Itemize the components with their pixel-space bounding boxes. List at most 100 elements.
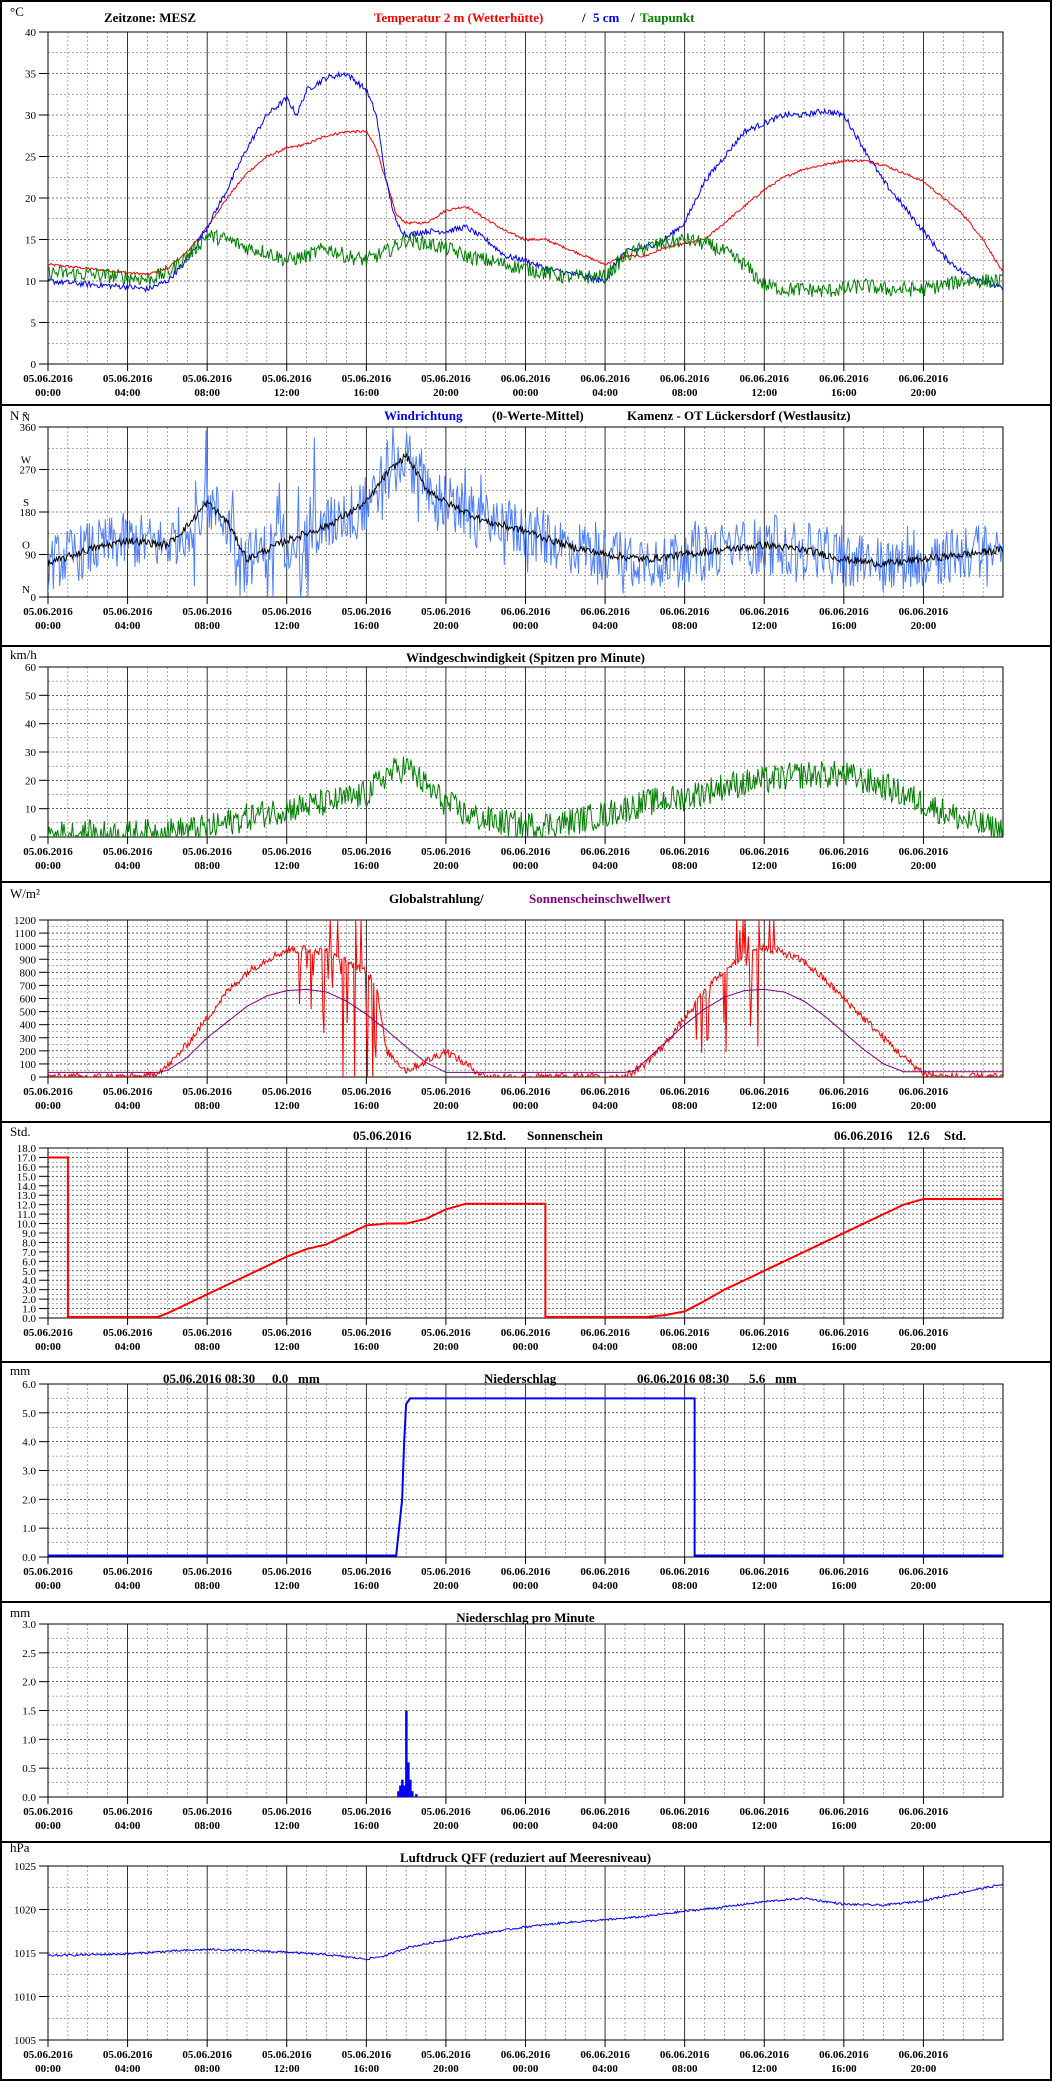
- x-tick-date: 05.06.2016: [421, 1327, 471, 1339]
- x-tick-date: 05.06.2016: [262, 1327, 312, 1339]
- x-tick-date: 06.06.2016: [819, 1327, 869, 1339]
- x-tick-time: 04:00: [592, 860, 618, 872]
- x-tick-date: 05.06.2016: [182, 373, 232, 385]
- x-tick-date: 06.06.2016: [819, 1566, 869, 1578]
- y-tick-label: 600: [20, 994, 37, 1006]
- x-tick-date: 05.06.2016: [342, 1086, 392, 1098]
- series-line-1: [48, 1397, 1003, 1557]
- chart-title-text: 12.1: [466, 1128, 489, 1143]
- x-tick-date: 06.06.2016: [819, 373, 869, 385]
- x-tick-date: 06.06.2016: [899, 373, 949, 385]
- x-tick-time: 00:00: [35, 860, 61, 872]
- series-line-2: [48, 452, 1003, 568]
- x-tick-date: 05.06.2016: [182, 1086, 232, 1098]
- bar: [399, 1785, 402, 1797]
- x-tick-date: 05.06.2016: [421, 1566, 471, 1578]
- unit-label: W/m²: [10, 886, 40, 901]
- y-tick-label: 12.0: [17, 1200, 37, 1212]
- y-tick-label: 13.0: [17, 1190, 37, 1202]
- x-tick-time: 16:00: [831, 1100, 857, 1112]
- x-tick-date: 06.06.2016: [740, 1566, 790, 1578]
- y-tick-label: 0: [31, 359, 37, 371]
- x-tick-time: 04:00: [115, 2063, 141, 2075]
- chart-title-text: 5.6: [749, 1371, 766, 1386]
- chart-title-text: Temperatur 2 m (Wetterhütte): [374, 10, 543, 25]
- x-tick-time: 00:00: [513, 1820, 539, 1832]
- chart-title-text: Taupunkt: [640, 10, 695, 25]
- x-tick-time: 08:00: [194, 1820, 220, 1832]
- y-tick-label: 50: [25, 690, 37, 702]
- y-tick-label: 10: [25, 804, 37, 816]
- y-tick-label: 200: [20, 1046, 37, 1058]
- x-tick-time: 04:00: [592, 1100, 618, 1112]
- x-tick-time: 12:00: [751, 1100, 777, 1112]
- x-tick-time: 12:00: [751, 860, 777, 872]
- x-tick-time: 04:00: [115, 1100, 141, 1112]
- y-tick-label: 1.0: [22, 1304, 36, 1316]
- y-tick-label: 1005: [14, 2035, 37, 2047]
- grid: [47, 1383, 1004, 1558]
- y-tick-label: 17.0: [17, 1152, 37, 1164]
- x-tick-time: 16:00: [831, 2063, 857, 2075]
- x-tick-date: 06.06.2016: [580, 373, 630, 385]
- y-tick-label: 900: [20, 954, 37, 966]
- x-tick-date: 06.06.2016: [580, 2049, 630, 2061]
- y-tick-label: 0.0: [22, 1792, 36, 1804]
- y-tick-label: 15: [25, 235, 37, 247]
- y-tick-label: 0.0: [22, 1313, 36, 1325]
- unit-label: km/h: [10, 647, 37, 662]
- x-tick-date: 06.06.2016: [580, 1086, 630, 1098]
- x-tick-date: 05.06.2016: [262, 1086, 312, 1098]
- y-tick-label: 25: [25, 152, 37, 164]
- x-tick-date: 06.06.2016: [501, 846, 551, 858]
- x-tick-date: 06.06.2016: [580, 1327, 630, 1339]
- x-tick-time: 16:00: [831, 1580, 857, 1592]
- x-tick-date: 05.06.2016: [23, 606, 73, 618]
- chart-title-text: /: [630, 10, 635, 25]
- x-tick-date: 06.06.2016: [740, 1086, 790, 1098]
- x-tick-date: 06.06.2016: [899, 606, 949, 618]
- x-tick-date: 06.06.2016: [899, 1327, 949, 1339]
- x-tick-time: 12:00: [751, 620, 777, 632]
- y-tick-label: 0.5: [22, 1763, 36, 1775]
- chart-title-text: Zeitzone: MESZ: [104, 10, 196, 25]
- series-line-1: [48, 1883, 1003, 1961]
- x-tick-time: 20:00: [433, 1100, 459, 1112]
- x-tick-time: 08:00: [194, 860, 220, 872]
- x-tick-date: 06.06.2016: [660, 373, 710, 385]
- x-tick-time: 16:00: [353, 1580, 379, 1592]
- chart-title-text: Globalstrahlung/: [389, 891, 484, 906]
- chart-title-text: Niederschlag pro Minute: [456, 1610, 595, 1625]
- y-tick-label: 300: [20, 1033, 37, 1045]
- y-tick-label: 700: [20, 980, 37, 992]
- series-line-2: [48, 988, 1003, 1073]
- y-tick-label: 1015: [14, 1948, 37, 1960]
- chart-title-text: mm: [298, 1371, 320, 1386]
- x-tick-date: 05.06.2016: [182, 2049, 232, 2061]
- chart-air-pressure: 1005 1010 1015 1020 1025 hPa Luftdruck QFF (re…: [10, 1840, 1004, 2075]
- y-tick-label: 1.0: [22, 1523, 36, 1535]
- chart-title-text: 06.06.2016: [834, 1128, 893, 1143]
- x-tick-date: 06.06.2016: [740, 1327, 790, 1339]
- unit-label: N °: [10, 408, 28, 423]
- x-tick-date: 06.06.2016: [501, 1806, 551, 1818]
- series-line-1: [48, 920, 1003, 1077]
- y-tick-label: 100: [20, 1059, 37, 1071]
- bar: [415, 1794, 418, 1797]
- x-tick-date: 06.06.2016: [660, 1806, 710, 1818]
- series-group: [48, 920, 1003, 1077]
- x-tick-date: 06.06.2016: [660, 1327, 710, 1339]
- x-tick-date: 05.06.2016: [103, 1806, 153, 1818]
- x-tick-time: 12:00: [751, 1580, 777, 1592]
- x-tick-date: 05.06.2016: [103, 1086, 153, 1098]
- x-tick-date: 06.06.2016: [501, 1566, 551, 1578]
- x-tick-time: 12:00: [751, 1341, 777, 1353]
- chart-title-text: 12.6: [907, 1128, 930, 1143]
- y-tick-label: 4.0: [22, 1275, 36, 1287]
- x-tick-date: 05.06.2016: [262, 1566, 312, 1578]
- x-tick-date: 05.06.2016: [103, 373, 153, 385]
- y-tick-label: 10.0: [17, 1219, 37, 1231]
- x-tick-time: 00:00: [35, 387, 61, 399]
